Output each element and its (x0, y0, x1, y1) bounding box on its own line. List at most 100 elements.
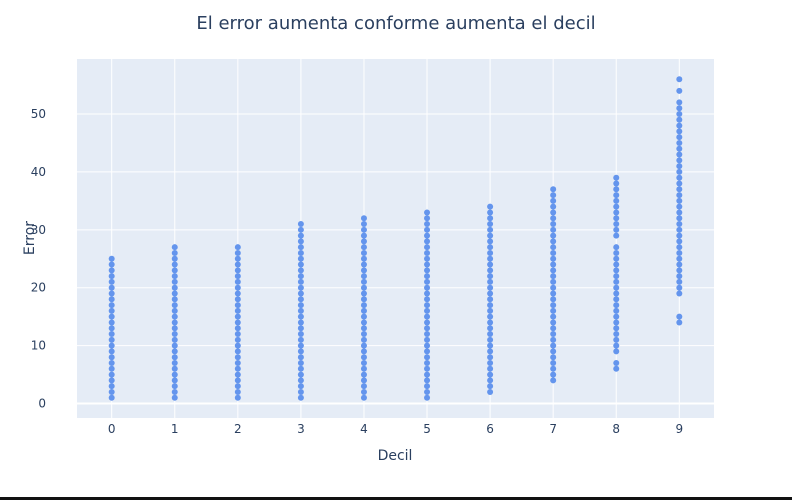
data-point (550, 238, 557, 245)
data-point (360, 290, 367, 297)
data-point (676, 209, 683, 216)
data-point (676, 111, 683, 118)
data-point (487, 296, 494, 303)
y-tick-label: 10 (31, 339, 46, 353)
data-point (676, 76, 683, 83)
data-point (108, 307, 115, 314)
data-point (171, 249, 178, 256)
data-point (676, 105, 683, 112)
data-point (297, 354, 304, 361)
y-tick-label: 40 (31, 165, 46, 179)
y-tick-label: 30 (31, 223, 46, 237)
data-point (613, 215, 620, 222)
data-point (171, 331, 178, 338)
data-point (234, 331, 241, 338)
data-point (360, 371, 367, 378)
data-point (171, 267, 178, 274)
data-point (550, 284, 557, 291)
data-point (171, 244, 178, 251)
data-point (108, 394, 115, 401)
data-point (234, 394, 241, 401)
data-point (360, 319, 367, 326)
data-point (297, 284, 304, 291)
data-point (297, 238, 304, 245)
data-point (360, 365, 367, 372)
data-point (297, 273, 304, 280)
data-point (676, 313, 683, 320)
data-point (613, 284, 620, 291)
data-point (360, 348, 367, 355)
data-point (676, 284, 683, 291)
data-point (676, 319, 683, 326)
data-point (613, 278, 620, 285)
data-point (676, 122, 683, 129)
data-point (360, 215, 367, 222)
data-point (550, 377, 557, 384)
data-points (108, 76, 683, 401)
data-point (613, 180, 620, 187)
data-point (424, 209, 431, 216)
data-point (424, 302, 431, 309)
data-point (297, 331, 304, 338)
data-point (613, 342, 620, 349)
data-point (424, 215, 431, 222)
data-point (424, 221, 431, 228)
x-tick-label: 9 (675, 422, 683, 436)
data-point (613, 359, 620, 366)
bottom-border (0, 497, 792, 500)
data-point (360, 325, 367, 332)
data-point (108, 331, 115, 338)
data-point (234, 371, 241, 378)
data-point (550, 255, 557, 262)
data-point (297, 365, 304, 372)
data-point (676, 128, 683, 135)
data-point (424, 290, 431, 297)
data-point (550, 221, 557, 228)
data-point (676, 139, 683, 146)
data-point (487, 221, 494, 228)
data-point (360, 336, 367, 343)
data-point (550, 348, 557, 355)
data-point (297, 377, 304, 384)
data-point (234, 249, 241, 256)
data-point (487, 209, 494, 216)
data-point (297, 325, 304, 332)
data-point (360, 394, 367, 401)
data-point (424, 261, 431, 268)
data-point (487, 319, 494, 326)
data-point (108, 296, 115, 303)
data-point (108, 267, 115, 274)
data-point (297, 336, 304, 343)
data-point (297, 371, 304, 378)
data-point (676, 157, 683, 164)
data-point (108, 319, 115, 326)
data-point (297, 348, 304, 355)
data-point (234, 319, 241, 326)
data-point (234, 336, 241, 343)
data-point (297, 394, 304, 401)
data-point (487, 313, 494, 320)
data-point (424, 388, 431, 395)
data-point (171, 273, 178, 280)
data-point (234, 296, 241, 303)
data-point (676, 273, 683, 280)
data-point (550, 354, 557, 361)
y-tick-label: 20 (31, 281, 46, 295)
data-point (234, 388, 241, 395)
data-point (171, 307, 178, 314)
data-point (550, 226, 557, 233)
data-point (234, 325, 241, 332)
data-point (234, 377, 241, 384)
data-point (613, 249, 620, 256)
data-point (613, 319, 620, 326)
data-point (487, 261, 494, 268)
data-point (550, 307, 557, 314)
data-point (171, 371, 178, 378)
data-point (613, 174, 620, 181)
data-point (234, 261, 241, 268)
data-point (360, 226, 367, 233)
data-point (613, 244, 620, 251)
data-point (424, 331, 431, 338)
data-point (297, 249, 304, 256)
data-point (487, 215, 494, 222)
